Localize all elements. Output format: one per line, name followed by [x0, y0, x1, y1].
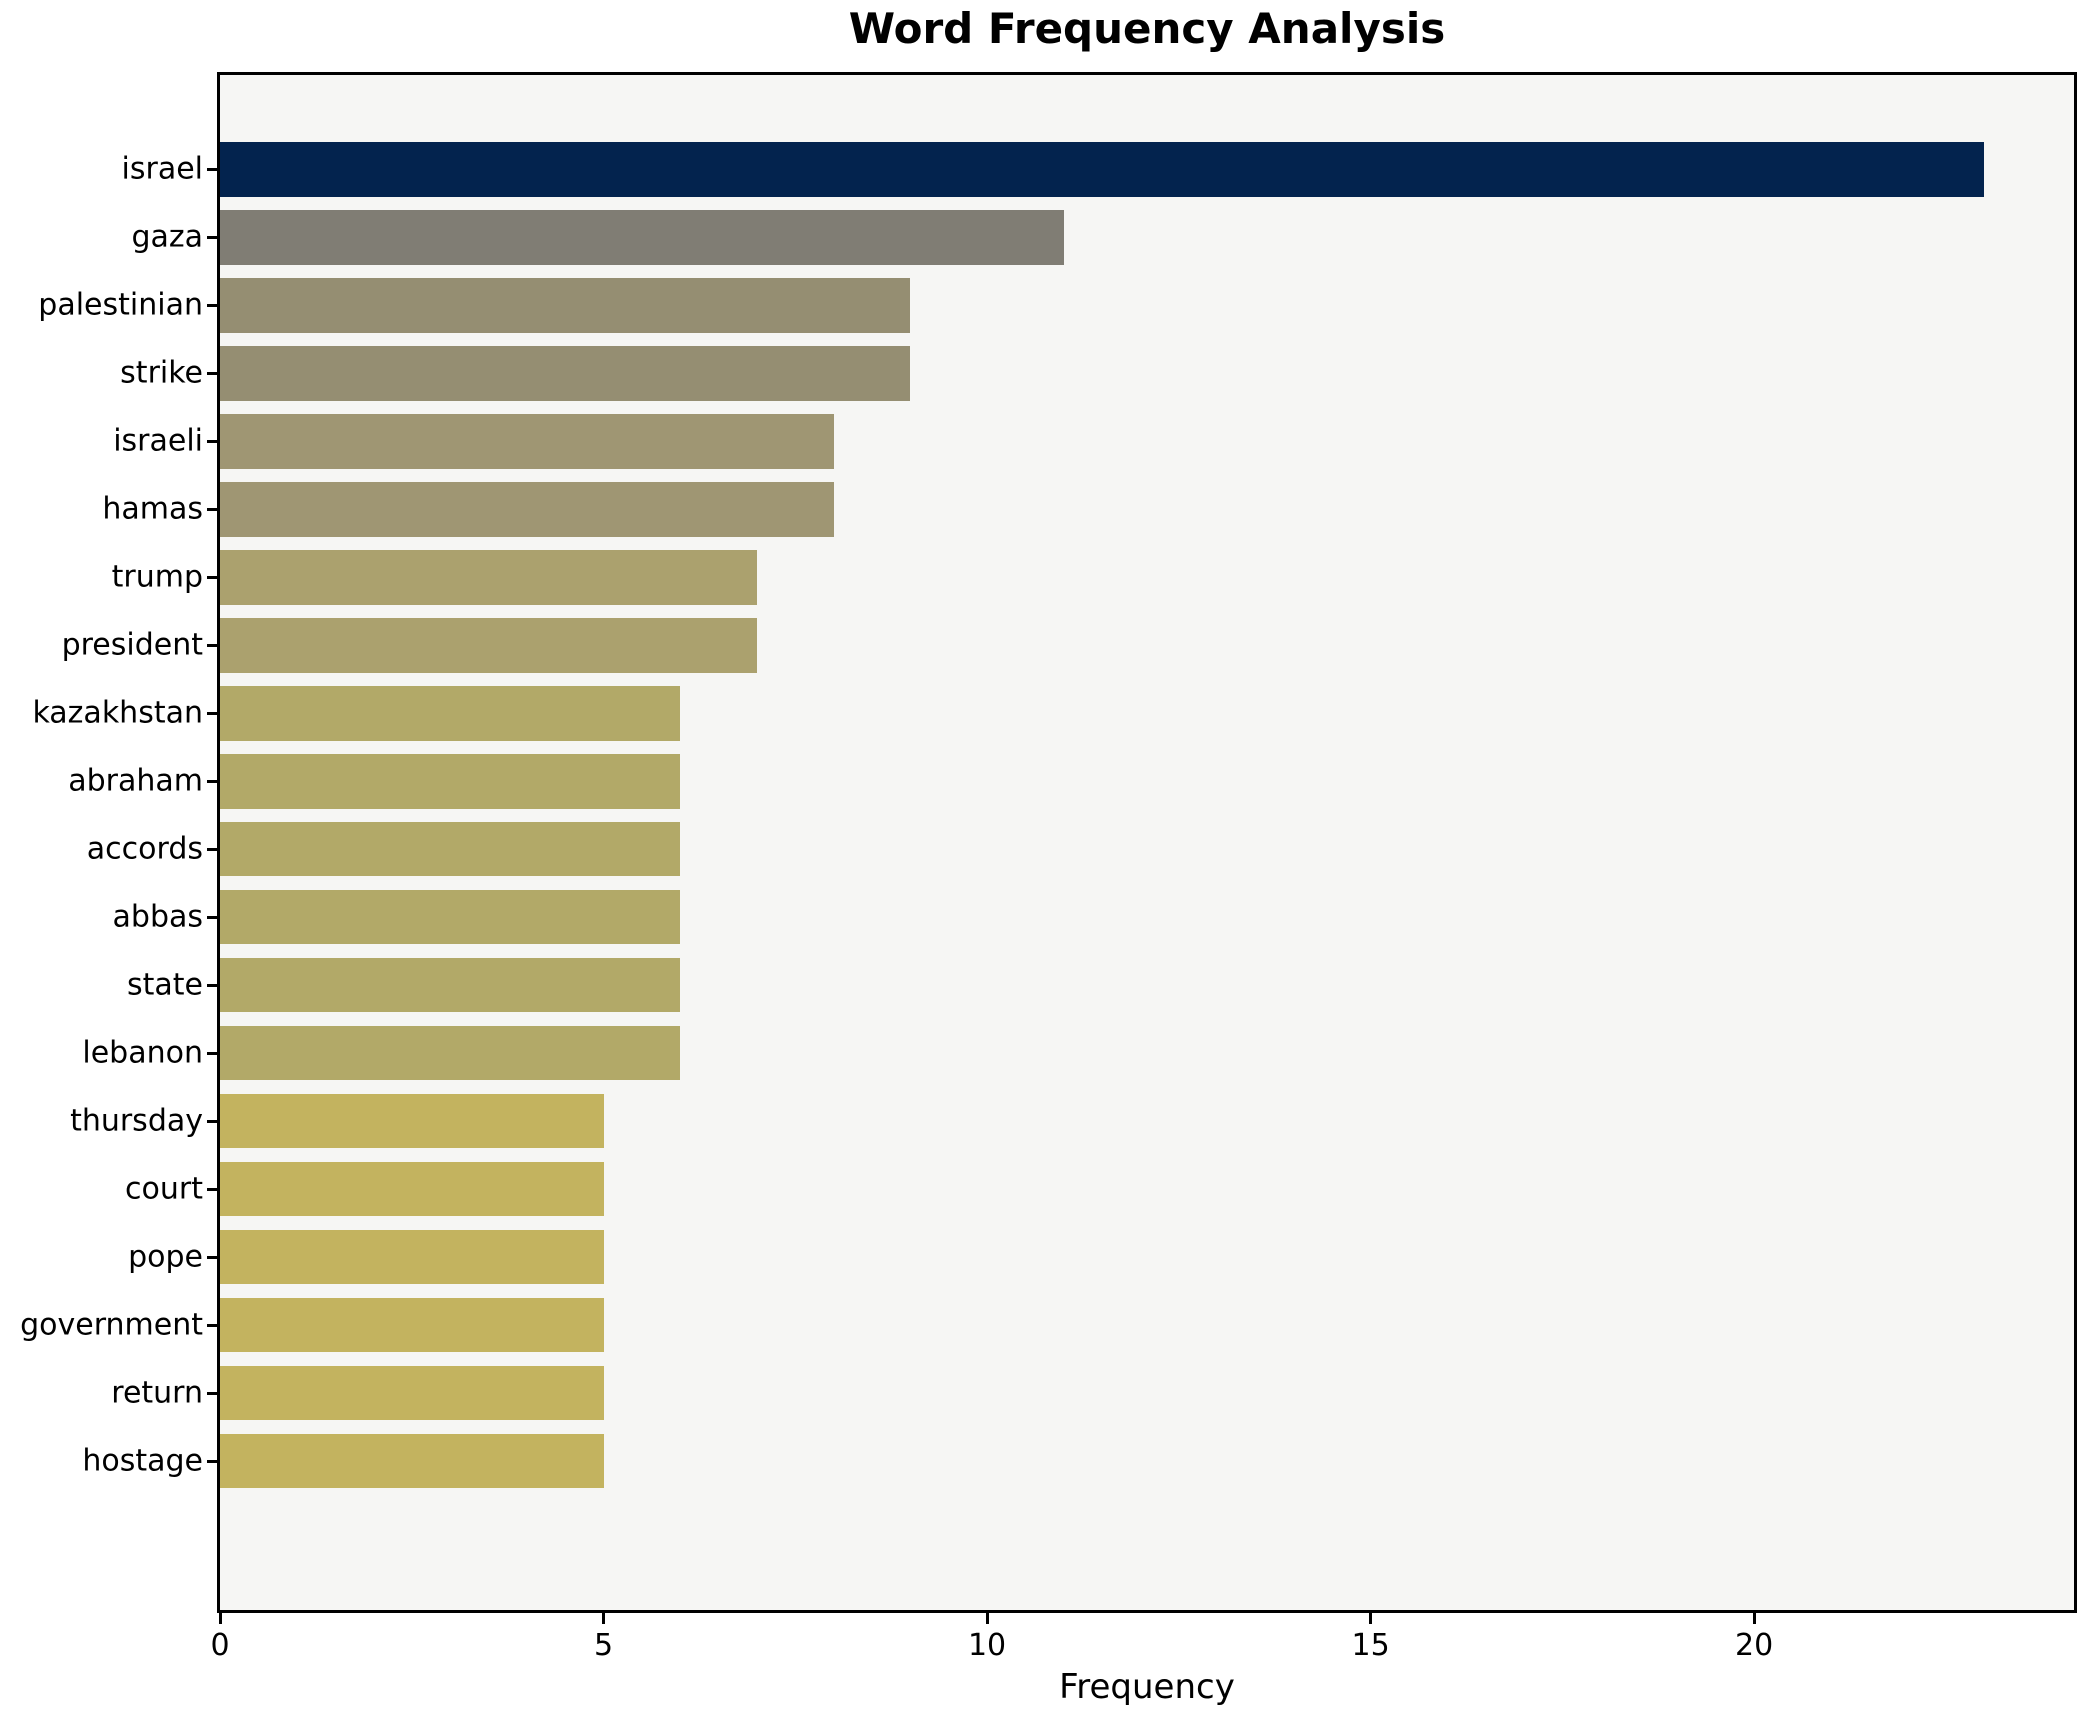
y-tick-mark	[207, 371, 217, 375]
y-tick-mark	[207, 1391, 217, 1395]
y-tick-mark	[207, 1255, 217, 1259]
y-tick-mark	[207, 1323, 217, 1327]
y-tick-label-palestinian: palestinian	[38, 287, 203, 323]
bar-hostage	[220, 1433, 604, 1489]
x-tick-mark	[218, 1613, 222, 1624]
bar-government	[220, 1297, 604, 1353]
y-tick-label-gaza: gaza	[131, 219, 203, 255]
y-tick-mark	[207, 915, 217, 919]
x-tick-label-10: 10	[967, 1628, 1007, 1663]
y-tick-label-pope: pope	[128, 1239, 203, 1275]
y-tick-mark	[207, 507, 217, 511]
y-tick-label-israeli: israeli	[113, 423, 203, 459]
bar-israeli	[220, 414, 834, 469]
y-tick-label-thursday: thursday	[70, 1103, 203, 1139]
bar-court	[220, 1162, 604, 1217]
bar-abraham	[220, 754, 681, 809]
y-tick-label-abbas: abbas	[112, 899, 203, 935]
y-tick-mark	[207, 303, 217, 307]
y-tick-mark	[207, 847, 217, 851]
x-tick-mark	[985, 1613, 989, 1624]
y-tick-label-lebanon: lebanon	[82, 1035, 203, 1071]
bar-state	[220, 958, 681, 1013]
x-tick-label-0: 0	[210, 1628, 230, 1663]
plot-area	[217, 72, 2077, 1613]
y-tick-mark	[207, 1119, 217, 1123]
bar-hamas	[220, 482, 834, 537]
bar-return	[220, 1365, 604, 1421]
y-tick-mark	[207, 983, 217, 987]
y-tick-label-accords: accords	[86, 831, 203, 867]
bar-strike	[220, 346, 911, 401]
y-tick-mark	[207, 1187, 217, 1191]
y-tick-mark	[207, 1051, 217, 1055]
bar-lebanon	[220, 1026, 681, 1081]
x-tick-label-5: 5	[593, 1628, 614, 1663]
x-axis-label: Frequency	[1059, 1667, 1235, 1707]
y-tick-label-trump: trump	[111, 559, 203, 595]
bar-gaza	[220, 210, 1064, 265]
x-tick-label-20: 20	[1735, 1628, 1774, 1663]
y-tick-label-kazakhstan: kazakhstan	[32, 695, 203, 731]
y-tick-label-government: government	[20, 1307, 203, 1343]
y-tick-label-hostage: hostage	[82, 1443, 203, 1479]
bar-accords	[220, 822, 681, 877]
y-tick-label-israel: israel	[121, 151, 203, 187]
bar-israel	[220, 142, 1985, 197]
bar-abbas	[220, 890, 681, 945]
bar-kazakhstan	[220, 686, 681, 741]
y-tick-mark	[207, 1459, 217, 1463]
chart-title: Word Frequency Analysis	[848, 4, 1446, 53]
y-tick-label-abraham: abraham	[68, 763, 203, 799]
y-tick-mark	[207, 779, 217, 783]
y-tick-label-state: state	[127, 967, 203, 1003]
bar-pope	[220, 1229, 604, 1285]
y-tick-mark	[207, 643, 217, 647]
y-tick-label-court: court	[125, 1171, 203, 1207]
y-tick-mark	[207, 235, 217, 239]
x-tick-mark	[602, 1613, 606, 1624]
y-tick-label-strike: strike	[120, 355, 203, 391]
bar-palestinian	[220, 278, 911, 333]
y-tick-mark	[207, 575, 217, 579]
y-tick-label-return: return	[111, 1375, 203, 1411]
y-tick-label-hamas: hamas	[102, 491, 203, 527]
bar-trump	[220, 550, 757, 605]
bar-president	[220, 618, 757, 673]
x-tick-mark	[1369, 1613, 1373, 1624]
x-tick-mark	[1752, 1613, 1756, 1624]
x-tick-label-15: 15	[1351, 1628, 1390, 1663]
y-tick-mark	[207, 167, 217, 171]
y-tick-mark	[207, 711, 217, 715]
y-tick-label-president: president	[61, 627, 203, 663]
bar-thursday	[220, 1094, 604, 1149]
y-tick-mark	[207, 439, 217, 443]
